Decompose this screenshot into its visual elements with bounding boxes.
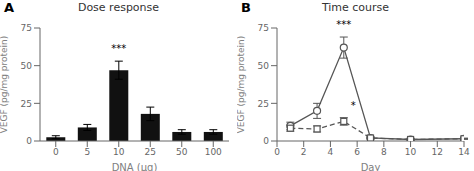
svg-text:75: 75 [258,23,269,33]
html-text:B: B [241,0,251,15]
svg-text:10: 10 [113,147,125,157]
svg-text:4: 4 [328,147,334,157]
svg-text:25: 25 [258,99,269,109]
svg-text:8: 8 [381,147,387,157]
svg-text:DNA (μg): DNA (μg) [112,162,158,171]
svg-text:0: 0 [263,136,269,146]
html-text:Dose response: Dose response [77,1,160,14]
svg-text:25: 25 [145,147,156,157]
svg-text:12: 12 [432,147,443,157]
svg-text:50: 50 [21,61,33,71]
svg-text:2: 2 [301,147,307,157]
svg-text:*: * [351,100,356,111]
svg-text:0: 0 [26,136,32,146]
svg-text:Day: Day [361,162,381,171]
svg-text:100: 100 [205,147,222,157]
svg-text:6: 6 [354,147,360,157]
svg-text:50: 50 [258,61,270,71]
svg-text:14: 14 [458,147,466,157]
svg-text:10: 10 [405,147,417,157]
svg-text:50: 50 [176,147,188,157]
svg-text:0: 0 [53,147,59,157]
svg-text:VEGF (pg/mg protein): VEGF (pg/mg protein) [8,36,9,134]
html-text:A: A [4,0,15,15]
svg-text:75: 75 [21,23,32,33]
svg-text:VEGF (pg/mg protein): VEGF (pg/mg protein) [237,36,246,134]
svg-text:***: *** [111,43,126,54]
svg-text:25: 25 [21,99,32,109]
svg-text:5: 5 [84,147,90,157]
svg-text:0: 0 [274,147,280,157]
svg-text:***: *** [336,19,351,30]
html-text:Time course: Time course [321,1,390,14]
